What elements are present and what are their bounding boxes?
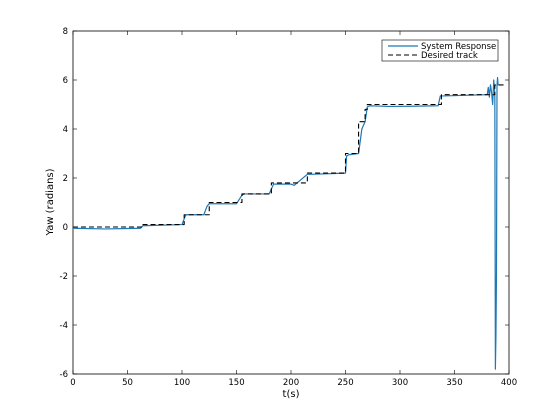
x-axis-ticks: 0 50 100 150 200 250 300 350 400 <box>70 31 517 388</box>
legend-label-system-response: System Response <box>421 42 496 52</box>
series-line-system-response <box>72 76 500 370</box>
series-line-desired-track <box>73 84 504 228</box>
x-tick-label: 200 <box>283 378 299 388</box>
x-tick-label: 0 <box>70 378 75 388</box>
x-tick-label: 350 <box>446 378 462 388</box>
y-axis-ticks: -6 -4 -2 0 2 4 6 8 <box>60 27 509 380</box>
y-tick-label: -4 <box>60 321 68 331</box>
x-axis-label: t(s) <box>283 389 300 400</box>
plot-area <box>72 30 510 375</box>
y-tick-label: -6 <box>60 370 68 380</box>
y-tick-label: 8 <box>63 27 68 37</box>
legend: System Response Desired track <box>381 39 499 62</box>
x-tick-label: 100 <box>174 378 190 388</box>
y-axis-label: Yaw (radians) <box>45 168 56 236</box>
y-tick-label: 4 <box>63 125 68 135</box>
y-tick-label: 2 <box>63 174 68 184</box>
y-tick-label: -2 <box>60 272 68 282</box>
y-tick-label: 6 <box>63 76 68 86</box>
legend-label-desired-track: Desired track <box>421 51 478 61</box>
series-layer <box>72 76 504 370</box>
x-tick-label: 250 <box>337 378 353 388</box>
x-tick-label: 50 <box>122 378 133 388</box>
x-tick-label: 400 <box>501 378 517 388</box>
y-tick-label: 0 <box>63 223 68 233</box>
legend-box <box>381 39 499 62</box>
x-tick-label: 150 <box>228 378 244 388</box>
x-tick-label: 300 <box>392 378 408 388</box>
